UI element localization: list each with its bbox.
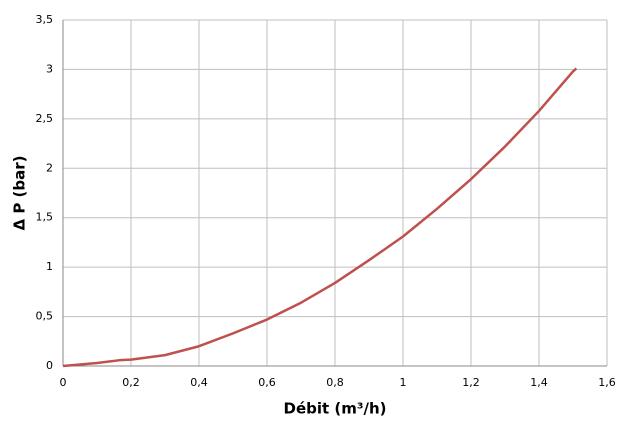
x-tick-label: 0,8 [326, 376, 344, 389]
y-tick-label: 3,5 [36, 13, 54, 26]
x-tick-label: 1,2 [462, 376, 480, 389]
x-tick-label: 0,4 [190, 376, 208, 389]
x-tick-label: 0,6 [258, 376, 276, 389]
x-tick-label: 1,6 [598, 376, 616, 389]
data-line [62, 67, 578, 368]
x-tick-label: 1 [400, 376, 407, 389]
y-tick-label: 0 [46, 359, 53, 372]
y-tick-label: 3 [46, 62, 53, 75]
y-axis-title: Δ P (bar) [11, 155, 29, 230]
x-tick-label: 0 [60, 376, 67, 389]
y-tick-label: 2,5 [36, 112, 54, 125]
y-tick-label: 1,5 [36, 211, 54, 224]
x-axis-title: Débit (m³/h) [284, 400, 387, 418]
y-tick-label: 2 [46, 161, 53, 174]
x-tick-label: 1,4 [530, 376, 548, 389]
y-tick-label: 1 [46, 260, 53, 273]
y-tick-label: 0,5 [36, 310, 54, 323]
x-tick-label: 0,2 [122, 376, 140, 389]
